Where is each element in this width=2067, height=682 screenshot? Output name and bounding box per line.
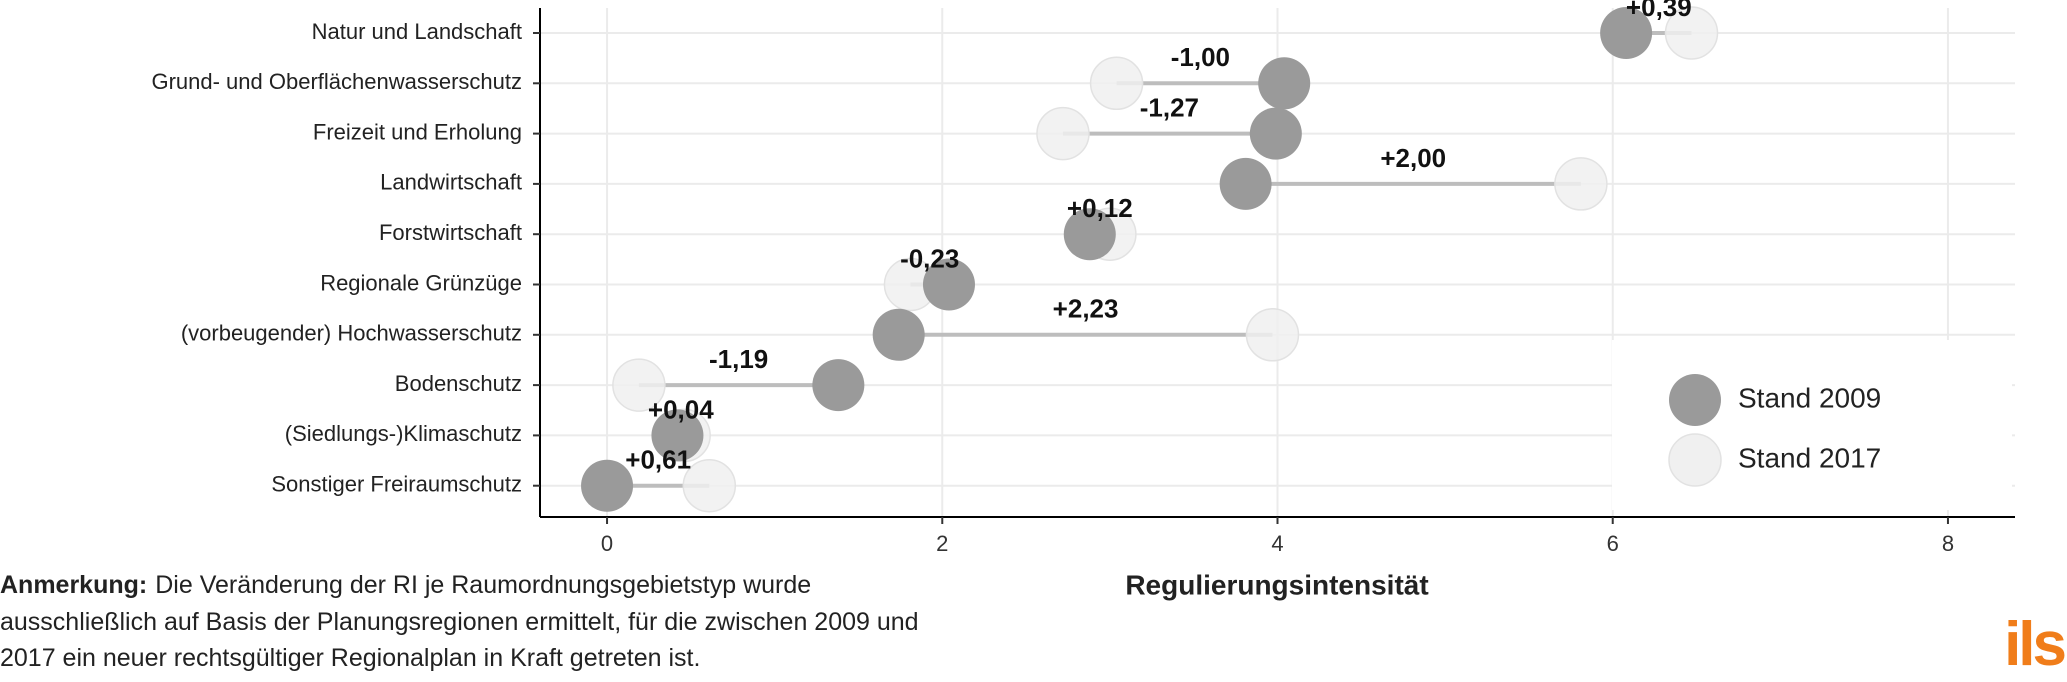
dot-2017 bbox=[1089, 56, 1144, 111]
change-label: -1,19 bbox=[709, 344, 768, 374]
change-label: +0,39 bbox=[1626, 0, 1692, 22]
change-label: +0,04 bbox=[648, 394, 714, 424]
note-line: ausschließlich auf Basis der Planungsreg… bbox=[0, 608, 919, 636]
category-label: Grund- und Oberflächenwasserschutz bbox=[151, 69, 522, 94]
change-label: -0,23 bbox=[900, 243, 959, 273]
dot-2017 bbox=[612, 358, 666, 412]
category-label: Freizeit und Erholung bbox=[313, 119, 522, 144]
dot-2017 bbox=[682, 458, 737, 513]
note-line: 2017 ein neuer rechtsgültiger Regionalpl… bbox=[0, 644, 700, 672]
category-label: Sonstiger Freiraumschutz bbox=[271, 472, 522, 497]
dot-2009 bbox=[872, 308, 925, 361]
dot-2009 bbox=[1249, 107, 1302, 160]
change-label: -1,27 bbox=[1140, 92, 1199, 122]
legend-label: Stand 2017 bbox=[1738, 442, 1881, 473]
legend-bg bbox=[1612, 340, 2012, 510]
category-label: (vorbeugender) Hochwasserschutz bbox=[181, 321, 522, 346]
dot-2009 bbox=[1258, 57, 1311, 110]
change-label: +0,12 bbox=[1067, 193, 1133, 223]
dot-2009 bbox=[1219, 157, 1272, 210]
x-tick-label: 2 bbox=[936, 531, 948, 556]
dot-2009 bbox=[651, 409, 704, 462]
x-axis-label: Regulierungsintensität bbox=[1125, 569, 1428, 600]
dot-2009 bbox=[1600, 7, 1653, 59]
change-label: +0,61 bbox=[625, 445, 691, 475]
category-label: Forstwirtschaft bbox=[379, 220, 522, 245]
note-bold: Anmerkung: bbox=[0, 571, 147, 599]
change-label: -1,00 bbox=[1171, 42, 1230, 72]
x-tick-label: 0 bbox=[601, 531, 613, 556]
x-tick-label: 8 bbox=[1942, 531, 1954, 556]
category-label: Bodenschutz bbox=[395, 371, 522, 396]
legend-marker bbox=[1669, 374, 1721, 426]
category-label: (Siedlungs-)Klimaschutz bbox=[285, 421, 522, 446]
dot-2017 bbox=[1664, 6, 1719, 60]
dot-2009 bbox=[581, 459, 634, 512]
note-line: Die Veränderung der RI je Raumordnungsge… bbox=[155, 571, 811, 599]
dot-2017 bbox=[1554, 157, 1608, 211]
legend-marker bbox=[1668, 433, 1722, 487]
category-label: Regionale Grünzüge bbox=[320, 270, 522, 295]
logo: ils bbox=[2004, 610, 2064, 679]
change-label: +2,00 bbox=[1380, 143, 1446, 173]
dot-2017 bbox=[1245, 308, 1300, 362]
legend-label: Stand 2009 bbox=[1738, 382, 1881, 413]
dot-2009 bbox=[812, 359, 865, 412]
x-tick-label: 6 bbox=[1607, 531, 1619, 556]
change-label: +2,23 bbox=[1053, 294, 1119, 324]
dot-2009 bbox=[1063, 208, 1116, 261]
dot-2009 bbox=[922, 258, 975, 311]
x-tick-label: 4 bbox=[1271, 531, 1283, 556]
category-label: Landwirtschaft bbox=[380, 170, 522, 195]
dot-2017 bbox=[1036, 106, 1090, 161]
category-label: Natur und Landschaft bbox=[312, 19, 522, 44]
